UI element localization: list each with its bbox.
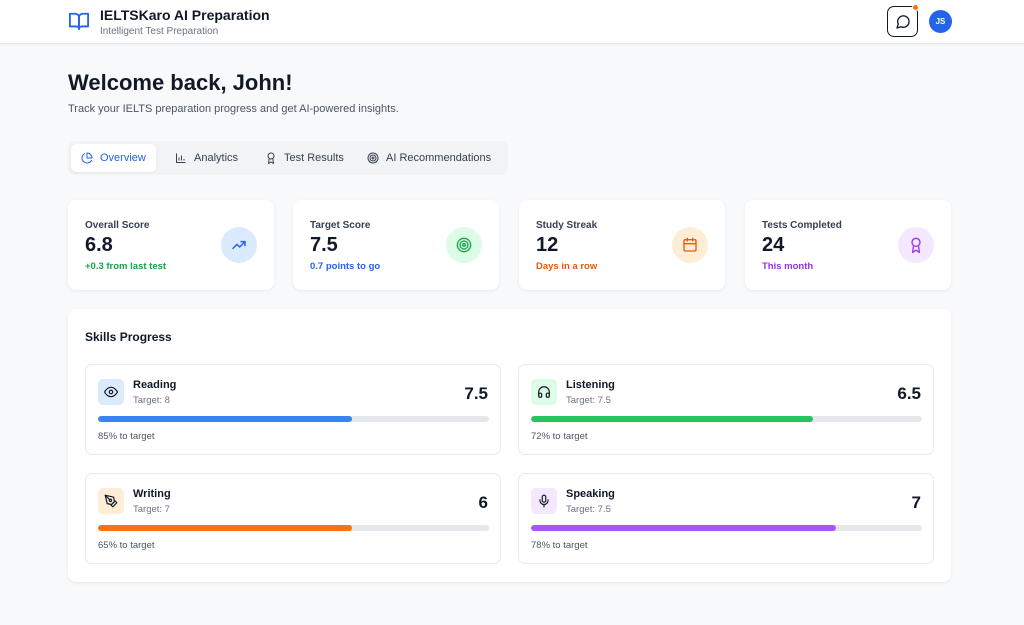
stat-note: Days in a row — [536, 261, 598, 272]
award-icon — [911, 237, 921, 253]
section-title: Skills Progress — [85, 330, 172, 344]
skill-target: Target: 7.5 — [566, 395, 611, 406]
stat-icon-badge — [446, 227, 482, 263]
bar-chart-icon — [176, 153, 186, 163]
stat-value: 24 — [762, 234, 785, 256]
trending-up-icon — [232, 240, 246, 250]
avatar[interactable]: JS — [929, 10, 952, 33]
tab-label: AI Recommendations — [386, 152, 492, 164]
skill-name: Speaking — [566, 488, 615, 500]
stat-icon-badge — [221, 227, 257, 263]
brand-title: IELTSKaro AI Preparation — [100, 7, 270, 23]
skill-card-listening: Listening Target: 7.5 6.5 72% to target — [518, 364, 934, 455]
stat-value: 6.8 — [85, 234, 113, 256]
progress-fill — [98, 416, 353, 422]
skill-score: 7.5 — [464, 384, 488, 403]
tab-label: Overview — [100, 152, 146, 164]
stat-icon-badge — [672, 227, 708, 263]
top-bar: IELTSKaro AI Preparation Intelligent Tes… — [0, 0, 1024, 44]
tab-bar: Overview Analytics Test Results AI Recom… — [68, 141, 508, 175]
stat-label: Target Score — [310, 220, 371, 231]
skill-icon-badge — [98, 379, 124, 405]
progress-bar — [531, 525, 922, 531]
stat-label: Overall Score — [85, 220, 150, 231]
skill-percent: 72% to target — [531, 431, 588, 442]
pen-icon — [104, 494, 118, 508]
skill-percent: 85% to target — [98, 431, 155, 442]
skill-icon-badge — [531, 488, 557, 514]
skill-icon-badge — [98, 488, 124, 514]
award-icon — [267, 152, 275, 164]
stat-note: This month — [762, 261, 814, 272]
headphones-icon — [538, 386, 550, 398]
chat-button[interactable] — [887, 6, 918, 37]
progress-fill — [98, 525, 353, 531]
progress-bar — [531, 416, 922, 422]
skill-target: Target: 8 — [133, 395, 170, 406]
skill-percent: 78% to target — [531, 540, 588, 551]
tab-ai-recommendations[interactable]: AI Recommendations — [357, 144, 501, 172]
page-title: Welcome back, John! — [68, 70, 293, 95]
stat-card-study-streak: Study Streak 12 Days in a row — [519, 200, 725, 290]
skills-progress-panel: Skills Progress Reading Target: 8 7.5 85… — [68, 309, 951, 582]
message-circle-icon — [895, 14, 910, 29]
tab-test-results[interactable]: Test Results — [255, 144, 354, 172]
notification-dot — [912, 4, 919, 11]
stat-card-tests-completed: Tests Completed 24 This month — [745, 200, 951, 290]
skill-card-reading: Reading Target: 8 7.5 85% to target — [85, 364, 501, 455]
skill-name: Writing — [133, 488, 171, 500]
skill-icon-badge — [531, 379, 557, 405]
skill-percent: 65% to target — [98, 540, 155, 551]
progress-bar — [98, 416, 489, 422]
skill-name: Listening — [566, 379, 615, 391]
calendar-icon — [683, 237, 697, 252]
skill-card-speaking: Speaking Target: 7.5 7 78% to target — [518, 473, 934, 564]
progress-fill — [531, 416, 813, 422]
stat-note: +0.3 from last test — [85, 261, 167, 272]
stat-value: 7.5 — [310, 234, 338, 256]
tab-analytics[interactable]: Analytics — [165, 144, 248, 172]
book-open-icon — [69, 12, 89, 31]
skill-target: Target: 7.5 — [566, 504, 611, 515]
tab-label: Test Results — [284, 152, 344, 164]
stat-icon-badge — [898, 227, 934, 263]
skill-score: 7 — [911, 493, 921, 512]
progress-bar — [98, 525, 489, 531]
pie-chart-icon — [81, 152, 93, 164]
stat-note: 0.7 points to go — [310, 261, 381, 272]
target-icon — [367, 152, 379, 164]
microphone-icon — [539, 494, 549, 508]
stat-card-overall-score: Overall Score 6.8 +0.3 from last test — [68, 200, 274, 290]
skill-card-writing: Writing Target: 7 6 65% to target — [85, 473, 501, 564]
stat-value: 12 — [536, 234, 559, 256]
stat-label: Tests Completed — [762, 220, 842, 231]
stat-label: Study Streak — [536, 220, 598, 231]
tab-overview[interactable]: Overview — [71, 144, 156, 172]
skill-score: 6.5 — [897, 384, 921, 403]
eye-icon — [104, 386, 118, 398]
target-icon — [456, 237, 472, 253]
skill-name: Reading — [133, 379, 177, 391]
progress-fill — [531, 525, 836, 531]
page-subtitle: Track your IELTS preparation progress an… — [68, 103, 399, 115]
stat-card-target-score: Target Score 7.5 0.7 points to go — [293, 200, 499, 290]
skill-score: 6 — [478, 493, 488, 512]
brand-subtitle: Intelligent Test Preparation — [100, 26, 219, 37]
tab-label: Analytics — [194, 152, 239, 164]
skill-target: Target: 7 — [133, 504, 170, 515]
